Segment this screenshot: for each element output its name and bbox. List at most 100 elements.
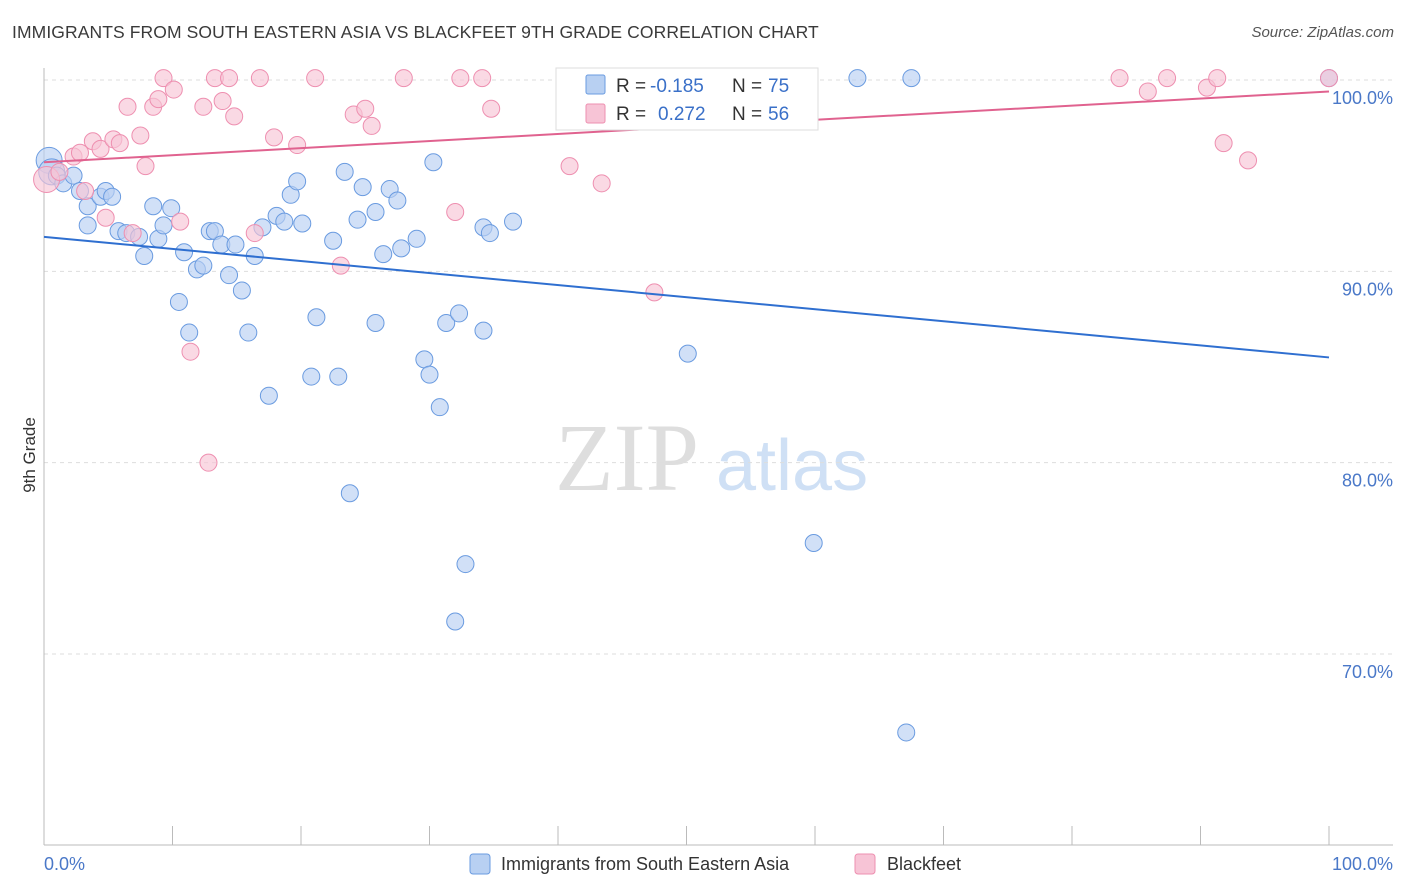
blackfeet-point-51: [1320, 69, 1338, 88]
sea-point-49: [374, 245, 393, 264]
sea-point-42: [329, 367, 348, 386]
stats-legend: R = -0.185 N = 75 R = 0.272 N = 56: [555, 67, 819, 131]
sea-point-18: [162, 199, 181, 218]
sea-point-64: [480, 224, 499, 243]
blackfeet-point-43: [645, 283, 664, 302]
blackfeet-point-29: [288, 136, 307, 155]
sea-point-35: [275, 212, 294, 231]
watermark-atlas: atlas: [716, 426, 868, 506]
blackfeet-point-33: [356, 99, 375, 118]
sea-point-23: [194, 256, 213, 275]
blackfeet-point-15: [149, 90, 168, 109]
y-tick-label-90: 90.0%: [1342, 279, 1393, 299]
stats-n-value-sea: 75: [768, 76, 789, 97]
blackfeet-point-39: [482, 99, 501, 118]
sea-point-46: [353, 178, 372, 197]
sea-point-7: [78, 216, 97, 235]
blackfeet-point-48: [1208, 69, 1227, 88]
blackfeet-point-12: [131, 126, 150, 145]
blackfeet-point-45: [1138, 82, 1157, 101]
y-tick-label-100: 100.0%: [1332, 88, 1393, 108]
blackfeet-point-18: [171, 212, 190, 231]
sea-point-39: [302, 367, 321, 386]
sea-point-29: [232, 281, 251, 300]
sea-point-58: [437, 313, 456, 332]
blackfeet-point-28: [265, 128, 284, 147]
stats-n-value-blackfeet: 56: [768, 104, 789, 125]
sea-point-28: [226, 235, 245, 254]
y-tick-label-70: 70.0%: [1342, 662, 1393, 682]
sea-point-21: [180, 323, 199, 342]
y-axis-label: 9th Grade: [20, 417, 39, 493]
blackfeet-point-37: [451, 69, 470, 88]
blackfeet-point-10: [118, 97, 137, 116]
sea-point-51: [388, 191, 407, 210]
blackfeet-point-50: [1239, 151, 1258, 170]
x-tick-label-right: 100.0%: [1332, 854, 1393, 874]
blackfeet-point-13: [136, 157, 155, 176]
watermark: ZIP atlas: [555, 404, 868, 511]
sea-point-63: [474, 321, 493, 340]
blackfeet-point-21: [199, 453, 218, 472]
blackfeet-point-19: [181, 342, 200, 361]
stats-r-label-sea: R =: [616, 76, 646, 97]
sea-point-41: [324, 231, 343, 250]
stats-n-label-sea: N =: [732, 76, 762, 97]
legend-swatch-sea: [469, 853, 491, 875]
sea-point-70: [848, 69, 867, 88]
sea-point-33: [259, 386, 278, 405]
sea-point-48: [366, 203, 385, 222]
blackfeet-point-25: [225, 107, 244, 126]
stats-r-label-blackfeet: R =: [616, 104, 646, 125]
sea-point-57: [430, 398, 449, 417]
sea-point-68: [678, 344, 697, 363]
blackfeet-point-16: [154, 69, 173, 88]
sea-point-37: [288, 172, 307, 191]
sea-point-72: [902, 69, 921, 88]
stats-r-value-sea: -0.185: [650, 76, 704, 97]
sea-point-59: [450, 304, 469, 323]
sea-point-17: [154, 216, 173, 235]
stats-n-label-blackfeet: N =: [732, 104, 762, 125]
blackfeet-point-17: [164, 80, 183, 99]
sea-point-53: [407, 229, 426, 248]
sea-point-30: [239, 323, 258, 342]
blackfeet-point-38: [473, 69, 492, 88]
legend-label-sea: Immigrants from South Eastern Asia: [501, 854, 790, 874]
blackfeet-point-24: [220, 69, 239, 88]
watermark-zip: ZIP: [555, 404, 699, 511]
sea-point-60: [456, 555, 475, 574]
sea-point-14: [135, 247, 154, 266]
sea-point-61: [446, 612, 465, 631]
sea-point-47: [366, 313, 385, 332]
sea-point-65: [504, 212, 523, 231]
blackfeet-point-7: [96, 208, 115, 227]
x-tick-label-left: 0.0%: [44, 854, 85, 874]
blackfeet-point-20: [194, 97, 213, 116]
sea-point-55: [420, 365, 439, 384]
blackfeet-point-9: [110, 134, 129, 153]
blackfeet-point-11: [123, 224, 142, 243]
sea-point-45: [348, 210, 367, 229]
y-tick-labels: 100.0% 90.0% 80.0% 70.0%: [1332, 88, 1393, 682]
blackfeet-point-35: [394, 69, 413, 88]
sea-point-10: [103, 187, 122, 206]
sea-point-43: [335, 162, 354, 181]
blackfeet-point-4: [76, 181, 95, 200]
legend-swatch-blackfeet: [854, 853, 876, 875]
blackfeet-point-1: [50, 162, 69, 181]
series-blackfeet-points: [33, 69, 1338, 472]
sea-point-71: [897, 723, 916, 742]
blackfeet-point-36: [446, 203, 465, 222]
sea-point-27: [220, 266, 239, 285]
trend-line-sea: [43, 235, 1330, 359]
sea-point-40: [307, 308, 326, 327]
blackfeet-point-30: [306, 69, 325, 88]
blackfeet-point-27: [250, 69, 269, 88]
stats-legend-swatch-sea: [585, 74, 606, 95]
sea-point-56: [424, 153, 443, 172]
blackfeet-point-23: [213, 92, 232, 111]
sea-point-38: [293, 214, 312, 233]
sea-point-69: [804, 534, 823, 553]
